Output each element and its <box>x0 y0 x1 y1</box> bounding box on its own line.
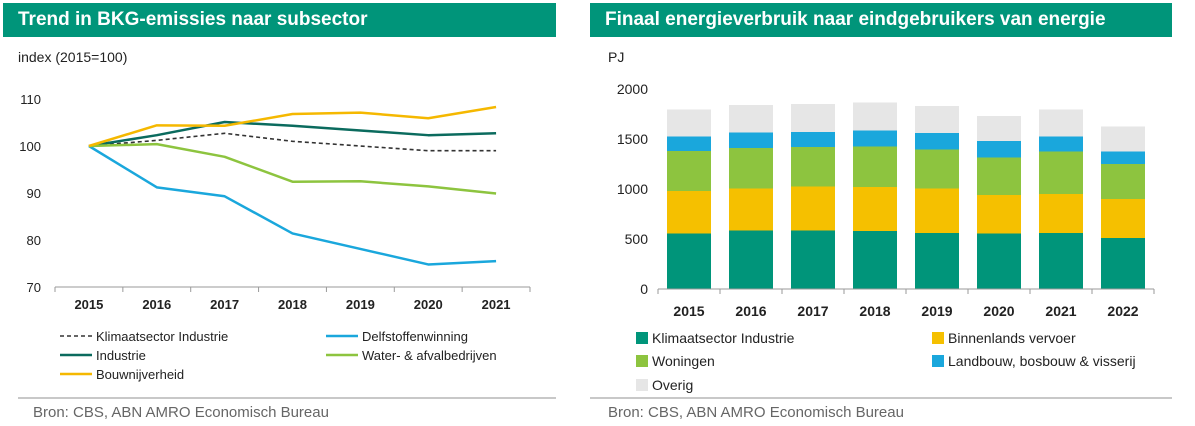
x-tick-label: 2018 <box>859 303 890 319</box>
y-tick-label: 110 <box>20 92 41 107</box>
bar-segment <box>853 102 897 131</box>
legend-label: Industrie <box>96 348 146 363</box>
x-tick-label: 2020 <box>414 297 443 312</box>
y-axis-label: PJ <box>608 49 624 65</box>
x-tick-label: 2020 <box>983 303 1014 319</box>
y-tick-label: 0 <box>640 281 648 297</box>
y-tick-label: 90 <box>27 186 41 201</box>
x-tick-label: 2016 <box>735 303 766 319</box>
legend-label: Bouwnijverheid <box>96 367 184 382</box>
series-line-5 <box>88 105 497 148</box>
bar-segment <box>1039 151 1083 194</box>
bar-segment <box>667 136 711 151</box>
bar-segment <box>853 130 897 147</box>
bar-segment <box>1101 126 1145 152</box>
y-tick-label: 1000 <box>617 181 648 197</box>
bar-segment <box>977 195 1021 234</box>
right-source-text: Bron: CBS, ABN AMRO Economisch Bureau <box>608 404 904 421</box>
bar-segment <box>791 104 835 132</box>
legend-swatch <box>636 332 648 344</box>
legend-swatch <box>636 379 648 391</box>
bar-segment <box>977 157 1021 195</box>
bar-segment <box>853 187 897 231</box>
legend-label: Klimaatsector Industrie <box>652 330 795 346</box>
bar-segment <box>1101 238 1145 289</box>
bar-segment <box>729 188 773 231</box>
bar-segment <box>729 148 773 189</box>
bar-segment <box>915 133 959 150</box>
x-tick-label: 2019 <box>921 303 952 319</box>
bar-segment <box>667 191 711 234</box>
legend-swatch <box>636 355 648 367</box>
x-tick-label: 2016 <box>142 297 171 312</box>
bar-segment <box>1039 194 1083 233</box>
left-chart-title: Trend in BKG-emissies naar subsector <box>3 3 556 37</box>
series-line-3 <box>88 120 497 148</box>
bar-segment <box>915 188 959 233</box>
legend-label: Delfstoffenwinning <box>362 329 468 344</box>
left-source-divider <box>18 397 556 399</box>
legend-swatch <box>932 355 944 367</box>
bar-segment <box>853 231 897 289</box>
bar-segment <box>1101 164 1145 199</box>
x-tick-label: 2021 <box>482 297 511 312</box>
y-tick-label: 80 <box>27 233 41 248</box>
bar-segment <box>915 149 959 189</box>
legend-label: Klimaatsector Industrie <box>96 329 228 344</box>
x-tick-label: 2022 <box>1107 303 1138 319</box>
y-tick-label: 2000 <box>617 81 648 97</box>
bar-segment <box>977 141 1021 158</box>
bar-segment <box>729 105 773 133</box>
series-line-4 <box>88 142 497 195</box>
x-tick-label: 2021 <box>1045 303 1076 319</box>
bar-segment <box>977 116 1021 141</box>
y-axis-label: index (2015=100) <box>18 49 127 65</box>
line-chart: index (2015=100) 110 100 90 80 70 2015 2016 2017… <box>18 49 531 382</box>
x-tick-label: 2015 <box>673 303 704 319</box>
legend-swatch <box>932 332 944 344</box>
bar-segment <box>729 132 773 148</box>
left-source-text: Bron: CBS, ABN AMRO Economisch Bureau <box>33 404 329 421</box>
legend-label: Overig <box>652 377 693 393</box>
bar-segment <box>791 132 835 147</box>
bar-segment <box>791 186 835 231</box>
bar-segment <box>915 233 959 289</box>
bar-segment <box>1039 136 1083 152</box>
bar-segment <box>915 106 959 133</box>
bar-segment <box>853 146 897 187</box>
x-tick-label: 2019 <box>346 297 375 312</box>
x-tick-label: 2018 <box>278 297 307 312</box>
bar-segment <box>1101 199 1145 238</box>
legend-label: Landbouw, bosbouw & visserij <box>948 353 1136 369</box>
right-chart-title: Finaal energieverbruik naar eindgebruike… <box>590 3 1172 37</box>
bar-segment <box>1039 109 1083 137</box>
bar-segment <box>1039 233 1083 289</box>
legend-label: Binnenlands vervoer <box>948 330 1076 346</box>
stacked-bar-chart: PJ 2000 1500 1000 500 0 2015 2016 2017 2018 2019 20… <box>608 49 1155 393</box>
x-tick-label: 2017 <box>210 297 239 312</box>
y-tick-label: 100 <box>19 139 41 154</box>
bar-segment <box>667 233 711 289</box>
right-source-divider <box>590 397 1172 399</box>
bar-segment <box>791 147 835 187</box>
legend-label: Woningen <box>652 353 715 369</box>
bar-segment <box>791 230 835 289</box>
series-line-2 <box>88 144 497 266</box>
bar-segment <box>729 230 773 289</box>
bar-segment <box>1101 151 1145 164</box>
x-tick-label: 2015 <box>74 297 103 312</box>
y-tick-label: 500 <box>625 231 649 247</box>
series-line-1 <box>88 132 497 152</box>
bar-segment <box>667 109 711 137</box>
bar-segment <box>977 233 1021 289</box>
x-tick-label: 2017 <box>797 303 828 319</box>
legend-label: Water- & afvalbedrijven <box>362 348 497 363</box>
bar-segment <box>667 151 711 191</box>
y-tick-label: 70 <box>27 280 41 295</box>
y-tick-label: 1500 <box>617 131 648 147</box>
